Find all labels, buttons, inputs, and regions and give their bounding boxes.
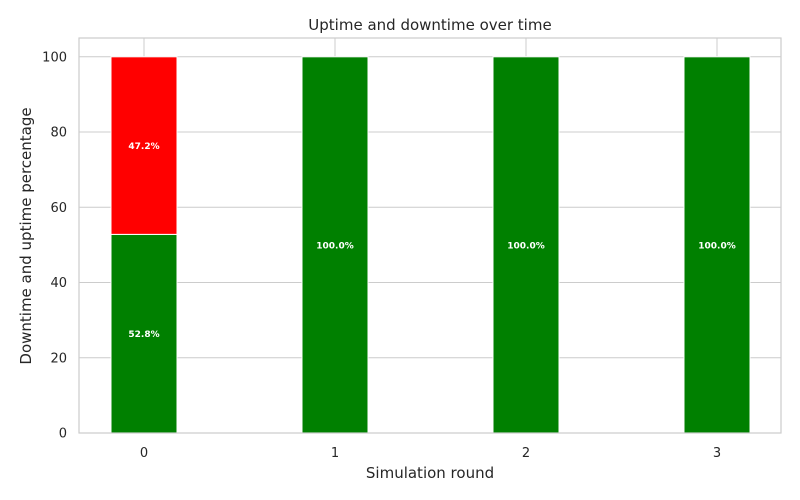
y-tick-label: 80 — [50, 126, 67, 141]
x-tick-label: 0 — [140, 446, 148, 461]
y-tick-label: 100 — [42, 50, 67, 65]
ticks: 0 20 40 60 80 100 0 1 2 3 — [42, 50, 721, 461]
grid — [79, 38, 781, 434]
x-tick-label: 1 — [331, 446, 339, 461]
y-tick-label: 20 — [50, 351, 67, 366]
bar-uptime — [301, 56, 369, 434]
x-tick-label: 3 — [713, 446, 721, 461]
bar-data-label: 100.0% — [316, 241, 354, 251]
bar-data-label: 52.8% — [128, 330, 159, 340]
bar-uptime — [683, 56, 751, 434]
bar-downtime — [110, 56, 178, 235]
y-axis-label: Downtime and uptime percentage — [17, 107, 35, 364]
plot-frame — [78, 37, 782, 434]
x-tick-label: 2 — [522, 446, 530, 461]
bars: 52.8% 100.0% 100.0% 100.0% 47.2% — [110, 56, 751, 434]
bar-data-label: 47.2% — [128, 142, 159, 152]
bar-data-label: 100.0% — [507, 241, 545, 251]
x-axis-label: Simulation round — [366, 464, 494, 482]
bar-data-label: 100.0% — [698, 241, 736, 251]
chart-title: Uptime and downtime over time — [308, 16, 551, 34]
y-tick-label: 0 — [59, 427, 67, 442]
y-tick-label: 60 — [50, 201, 67, 216]
y-tick-label: 40 — [50, 276, 67, 291]
